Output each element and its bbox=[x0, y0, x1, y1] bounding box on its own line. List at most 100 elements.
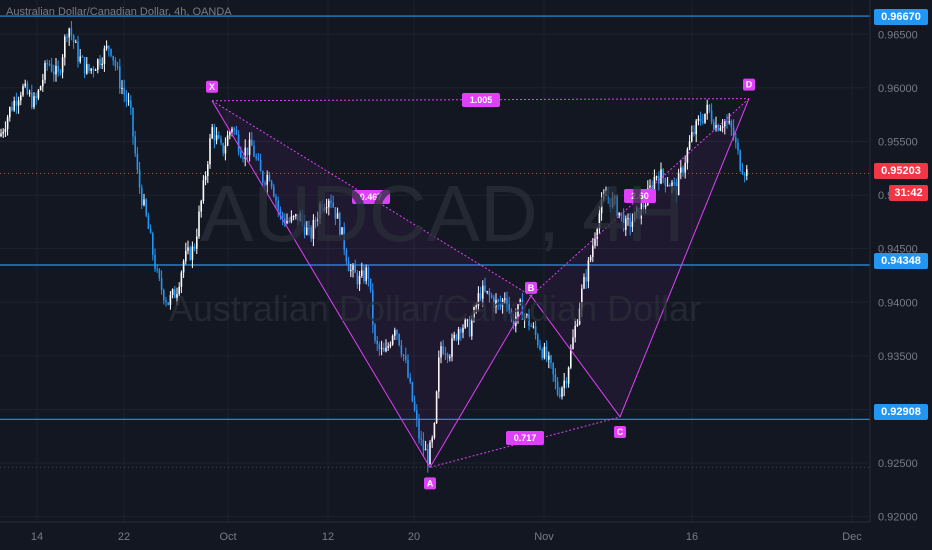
time-tick-label: 22 bbox=[118, 531, 130, 543]
candle-body bbox=[697, 118, 700, 121]
candle-body bbox=[42, 79, 44, 87]
candle-body bbox=[719, 127, 722, 131]
candle-body bbox=[336, 213, 339, 219]
candle-body bbox=[39, 86, 42, 91]
candle-body bbox=[587, 260, 590, 282]
candle-body bbox=[64, 36, 66, 58]
time-axis[interactable]: 14 22 Oct 12 20 Nov 16 Dec bbox=[31, 531, 862, 543]
candle-body bbox=[339, 213, 341, 235]
candle-body bbox=[312, 220, 315, 239]
candle-body bbox=[347, 261, 350, 272]
pattern-leg-line[interactable] bbox=[429, 295, 532, 468]
candle-body bbox=[620, 212, 623, 215]
candle-body bbox=[611, 197, 614, 208]
candle-body bbox=[636, 207, 638, 213]
candle-body bbox=[732, 127, 735, 138]
pattern-leg-line[interactable] bbox=[211, 100, 431, 468]
candle-body bbox=[2, 131, 4, 134]
candle-body bbox=[479, 293, 482, 299]
candle-body bbox=[189, 247, 191, 260]
candle-body bbox=[592, 245, 594, 257]
candle-body bbox=[141, 187, 143, 206]
candle-body bbox=[90, 68, 92, 71]
candle-body bbox=[193, 246, 196, 249]
candle-body bbox=[398, 333, 400, 346]
candle-body bbox=[57, 65, 59, 72]
candle-body bbox=[444, 353, 447, 355]
candle-body bbox=[686, 149, 689, 163]
candle-body bbox=[673, 182, 675, 184]
candle-body bbox=[616, 196, 618, 216]
price-tick-label: 0.93500 bbox=[878, 351, 918, 363]
horizontal-levels[interactable] bbox=[0, 15, 870, 468]
candle-body bbox=[191, 246, 194, 260]
pattern-point-badge[interactable] bbox=[525, 281, 537, 294]
candle-body bbox=[655, 176, 658, 178]
candle-body bbox=[554, 374, 557, 382]
candle-body bbox=[53, 71, 55, 75]
candle-body bbox=[277, 200, 279, 210]
pattern-point-badge[interactable] bbox=[743, 78, 755, 91]
candle-body bbox=[721, 126, 724, 128]
candle-body bbox=[288, 220, 290, 222]
candle-body bbox=[211, 127, 213, 139]
candle-body bbox=[202, 180, 205, 201]
candle-body bbox=[204, 176, 207, 181]
candle-body bbox=[167, 302, 169, 305]
time-tick-label: Nov bbox=[534, 531, 554, 543]
price-axis[interactable]: 0.965000.960000.955000.950000.945000.940… bbox=[878, 29, 918, 523]
candle-body bbox=[334, 207, 337, 219]
candle-body bbox=[121, 87, 123, 89]
candle-body bbox=[376, 340, 378, 345]
candle-body bbox=[165, 300, 167, 303]
candle-body bbox=[229, 131, 231, 136]
current-price-badge: 0.95203 bbox=[874, 163, 928, 179]
candle-body bbox=[321, 204, 323, 211]
candle-body bbox=[24, 83, 26, 87]
candle-body bbox=[724, 120, 726, 127]
candle-body bbox=[585, 277, 587, 282]
candle-body bbox=[649, 185, 651, 189]
pattern-fill-bcd bbox=[531, 98, 749, 417]
candle-body bbox=[101, 63, 103, 66]
pattern-point-badge[interactable] bbox=[424, 477, 436, 490]
candle-body bbox=[350, 269, 352, 272]
candle-body bbox=[9, 107, 11, 118]
candle-body bbox=[418, 419, 420, 439]
candle-body bbox=[548, 355, 550, 360]
candle-body bbox=[581, 288, 583, 309]
candle-body bbox=[735, 137, 737, 143]
candle-body bbox=[662, 169, 664, 179]
candle-body bbox=[253, 145, 255, 157]
harmonic-pattern[interactable]: 0.467 0.717 2.60 1.005 X A B C D bbox=[206, 78, 755, 490]
candle-body bbox=[528, 314, 530, 326]
candle-body bbox=[457, 329, 460, 340]
candle-body bbox=[174, 289, 176, 298]
candle-body bbox=[669, 185, 671, 187]
candle-body bbox=[240, 151, 242, 158]
candlestick-series bbox=[0, 20, 748, 473]
candle-body bbox=[677, 172, 680, 196]
candle-body bbox=[264, 182, 266, 185]
candle-body bbox=[319, 204, 321, 219]
candle-body bbox=[378, 344, 381, 349]
candle-body bbox=[449, 356, 451, 358]
pattern-ratio-line bbox=[530, 98, 750, 297]
low-level-badge: 0.92908 bbox=[874, 404, 928, 420]
candle-body bbox=[391, 335, 394, 345]
candle-body bbox=[438, 357, 440, 392]
candle-body bbox=[182, 261, 185, 273]
candle-body bbox=[345, 249, 348, 262]
candle-body bbox=[143, 199, 145, 206]
pattern-point-badge[interactable] bbox=[206, 80, 218, 93]
candle-body bbox=[688, 141, 691, 150]
candle-body bbox=[680, 167, 682, 173]
pattern-leg-line[interactable] bbox=[530, 295, 621, 418]
pattern-point-badge[interactable] bbox=[614, 425, 626, 438]
pattern-leg-line[interactable] bbox=[619, 98, 750, 418]
candle-body bbox=[563, 380, 565, 388]
candle-body bbox=[493, 297, 495, 308]
candle-body bbox=[422, 439, 425, 451]
candle-body bbox=[607, 194, 609, 199]
